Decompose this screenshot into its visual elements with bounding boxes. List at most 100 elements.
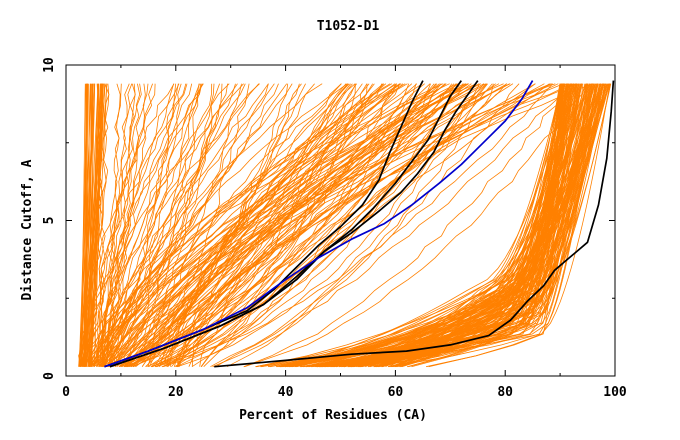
model-line-348 [303, 83, 605, 368]
model-line-187 [147, 83, 348, 367]
model-line-110 [90, 83, 279, 368]
model-line-362 [280, 83, 592, 368]
model-line-302 [316, 83, 611, 368]
model-line-138 [88, 83, 293, 367]
model-line-355 [303, 83, 572, 368]
model-line-93 [97, 83, 110, 367]
highlight-line-3 [109, 80, 479, 368]
model-line-162 [200, 83, 397, 367]
model-line-209 [175, 83, 485, 367]
model-line-95 [85, 83, 444, 367]
model-line-206 [165, 83, 396, 367]
model-line-135 [82, 83, 246, 367]
model-line-363 [379, 83, 561, 368]
chart-title: T1052-D1 [317, 19, 380, 34]
model-line-351 [352, 83, 597, 368]
model-line-77 [101, 83, 202, 367]
model-line-356 [400, 83, 606, 368]
model-line-186 [215, 83, 572, 368]
y-axis-label: Distance Cutoff, A [20, 159, 35, 300]
model-line-121 [96, 83, 236, 367]
x-tick-label-2: 40 [278, 385, 294, 400]
model-line-350 [256, 83, 566, 368]
model-line-208 [243, 83, 574, 368]
model-line-354 [283, 83, 571, 368]
model-line-367 [315, 83, 594, 368]
x-tick-label-1: 20 [168, 385, 184, 400]
model-line-333 [306, 83, 573, 368]
model-line-184 [116, 83, 458, 367]
model-line-361 [325, 83, 572, 368]
model-line-349 [288, 83, 604, 368]
model-line-155 [159, 83, 508, 367]
model-line-157 [212, 83, 494, 368]
model-line-129 [109, 83, 269, 367]
model-line-182 [169, 83, 356, 367]
model-line-106 [107, 83, 141, 367]
model-line-366 [334, 83, 575, 368]
model-line-341 [289, 83, 590, 368]
model-line-337 [338, 83, 602, 368]
model-line-47 [96, 83, 400, 367]
model-line-359 [373, 83, 563, 368]
model-line-358 [347, 83, 591, 368]
tick-layer: 0 20 40 60 80 100 0 5 10 [42, 57, 627, 400]
model-line-134 [90, 83, 146, 367]
model-line-144 [98, 83, 450, 367]
model-line-181 [107, 83, 469, 367]
model-line-201 [134, 83, 347, 367]
model-line-117 [177, 83, 480, 368]
model-line-43 [87, 83, 104, 367]
x-tick-label-0: 0 [62, 385, 70, 400]
model-line-126 [109, 83, 275, 367]
model-line-357 [336, 83, 580, 368]
model-line-352 [281, 83, 567, 368]
series-layer [78, 80, 615, 368]
model-line-315 [314, 83, 576, 368]
y-tick-label-1: 5 [42, 217, 57, 225]
model-line-202 [178, 83, 385, 367]
model-line-79 [102, 83, 179, 367]
model-line-161 [123, 83, 431, 368]
model-line-103 [88, 83, 203, 367]
model-line-148 [107, 83, 487, 368]
model-line-105 [118, 83, 215, 367]
model-line-139 [108, 83, 238, 367]
model-line-204 [191, 83, 480, 367]
model-line-57 [124, 83, 453, 368]
model-line-175 [125, 83, 507, 368]
model-line-196 [101, 83, 559, 367]
model-line-109 [93, 83, 122, 367]
model-line-194 [199, 83, 353, 367]
model-line-102 [97, 83, 110, 367]
model-line-199 [150, 83, 455, 368]
model-line-368 [287, 83, 612, 368]
model-line-45 [81, 83, 188, 367]
model-line-120 [85, 83, 156, 367]
highlight-line-5 [214, 80, 615, 368]
highlight-line-4 [104, 80, 534, 368]
model-line-122 [107, 83, 182, 367]
model-line-101 [94, 83, 350, 367]
model-line-59 [78, 83, 175, 367]
model-line-128 [105, 83, 204, 367]
model-line-360 [344, 83, 610, 368]
model-line-42 [78, 83, 92, 367]
model-line-159 [146, 83, 342, 367]
model-line-192 [106, 83, 442, 368]
model-line-136 [88, 83, 153, 367]
model-line-335 [378, 83, 567, 368]
y-tick-label-0: 0 [42, 372, 57, 380]
model-line-343 [351, 83, 578, 368]
model-line-171 [188, 83, 476, 367]
model-line-345 [358, 83, 569, 368]
model-line-331 [292, 83, 562, 368]
model-line-28 [83, 83, 87, 367]
x-tick-label-3: 60 [388, 385, 404, 400]
model-line-168 [156, 83, 553, 368]
model-line-189 [108, 83, 408, 367]
model-line-130 [127, 83, 348, 368]
y-tick-label-2: 10 [42, 57, 57, 73]
model-line-340 [344, 83, 568, 368]
